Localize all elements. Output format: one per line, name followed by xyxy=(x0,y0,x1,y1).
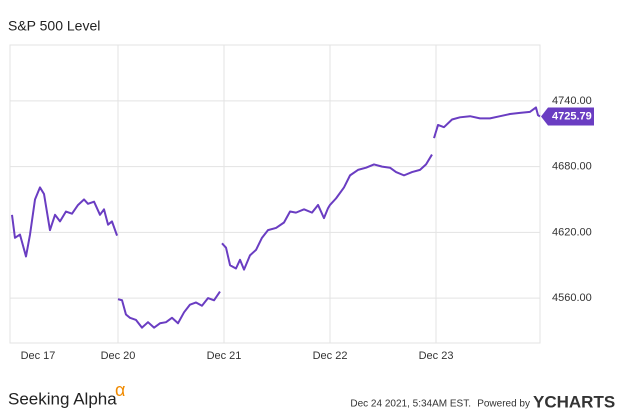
y-tick-label: 4560.00 xyxy=(552,292,592,304)
source-name: Seeking Alpha xyxy=(8,389,117,408)
brand: YCHARTS xyxy=(533,392,615,411)
chart-title: S&P 500 Level xyxy=(8,18,100,34)
x-tick-label: Dec 17 xyxy=(21,350,56,362)
last-value-badge xyxy=(541,107,594,126)
x-tick-label: Dec 23 xyxy=(419,350,454,362)
y-tick-label: 4680.00 xyxy=(552,161,592,173)
x-tick-label: Dec 20 xyxy=(101,350,136,362)
timestamp: Dec 24 2021, 5:34AM EST. xyxy=(350,399,471,410)
y-tick-label: 4620.00 xyxy=(552,226,592,238)
price-line xyxy=(11,106,541,329)
x-tick-label: Dec 21 xyxy=(207,350,242,362)
powered-by: Powered by xyxy=(477,399,530,410)
last-value-label: 4725.79 xyxy=(552,110,592,122)
source-symbol: α xyxy=(115,380,125,400)
x-tick-label: Dec 22 xyxy=(313,350,348,362)
y-tick-label: 4740.00 xyxy=(552,95,592,107)
plot-frame xyxy=(9,44,541,344)
